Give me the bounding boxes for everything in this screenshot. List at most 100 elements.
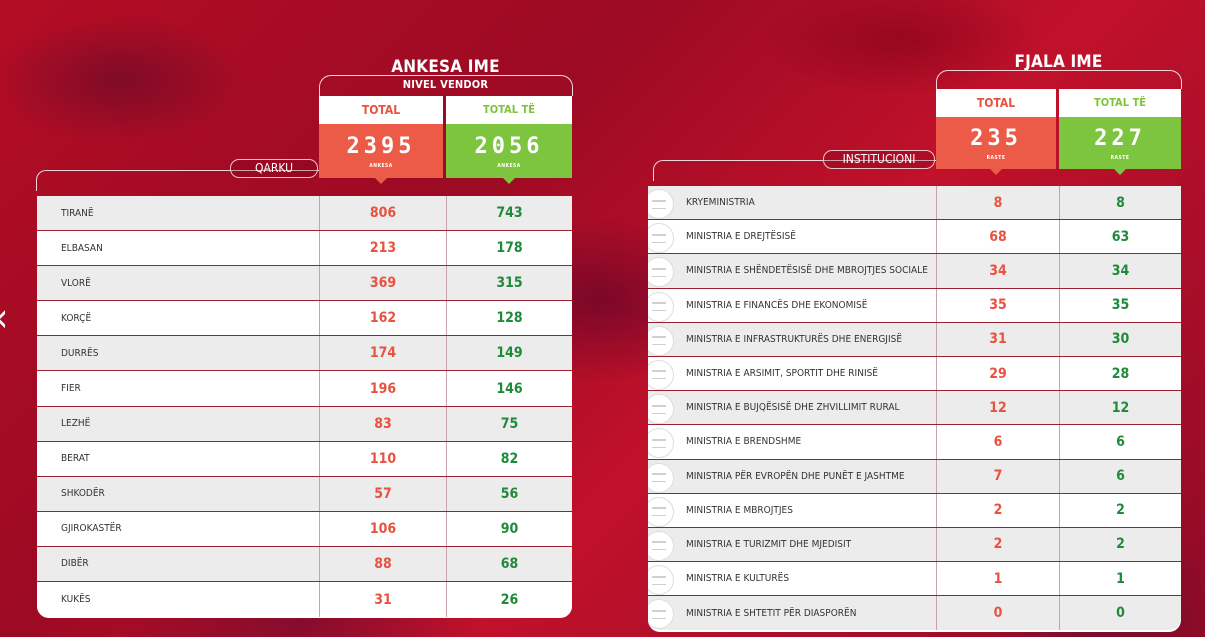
row-name: TIRANË [61,207,94,219]
row-completed: 315 [446,266,572,301]
institution-logo-icon [648,428,674,459]
row-name: VLORË [61,277,91,289]
row-completed: 743 [446,196,572,231]
row-name: LEZHË [61,418,91,430]
institution-logo-icon [648,599,674,630]
left-completed-box: 2056 ANKESA [446,124,572,184]
right-row-header: INSTITUCIONI [823,150,935,169]
row-name: MINISTRIA E MBROJTJES [686,504,793,516]
row-completed: 8 [1059,186,1181,220]
table-row: MINISTRIA E MBROJTJES 2 2 [648,493,1181,528]
row-name: MINISTRIA E INFRASTRUKTURËS DHE ENERGJIS… [686,333,903,345]
row-total: 806 [319,196,446,231]
row-total: 34 [936,254,1059,288]
institution-logo-icon [648,257,674,288]
row-total: 6 [936,425,1059,459]
row-total: 110 [319,441,446,476]
row-total: 213 [319,231,446,266]
table-row: DURRËS 174 149 [37,336,572,372]
chevron-left-icon[interactable]: ‹ [0,298,8,338]
row-completed: 128 [446,301,572,336]
row-name: KRYEMINISTRIA [686,197,755,209]
row-completed: 34 [1059,254,1181,288]
row-name: MINISTRIA E BRENDSHME [686,436,802,448]
row-name: MINISTRIA E SHËNDETËSISË DHE MBROJTJES S… [686,265,928,277]
row-total: 57 [319,476,446,511]
row-completed: 75 [446,406,572,441]
right-institucioni-frame [653,160,936,181]
row-completed: 56 [446,476,572,511]
row-name: DURRËS [61,347,99,359]
row-completed: 2 [1059,527,1181,562]
institution-logo-icon [648,394,674,425]
row-completed: 6 [1059,425,1181,459]
row-total: 68 [936,220,1059,254]
row-total: 162 [319,301,446,336]
row-total: 174 [319,336,446,371]
row-name: BERAT [61,453,90,465]
right-total-label: TOTAL [936,89,1056,117]
table-row: KORÇË 162 128 [37,301,572,337]
row-name: KUKËS [61,594,91,606]
row-total: 7 [936,459,1059,493]
table-row: MINISTRIA E DREJTËSISË 68 63 [648,220,1181,255]
row-completed: 6 [1059,459,1181,493]
table-row: MINISTRIA E KULTURËS 1 1 [648,562,1181,597]
left-total-value: 2395 [346,133,416,159]
table-row: VLORË 369 315 [37,266,572,302]
left-panel-subtitle: NIVEL VENDOR [402,78,489,91]
row-name: KORÇË [61,312,92,324]
row-name: MINISTRIA E BUJQËSISË DHE ZHVILLIMIT RUR… [686,402,900,414]
institution-logo-icon [648,325,674,356]
table-row: SHKODËR 57 56 [37,476,572,512]
row-completed: 28 [1059,356,1181,391]
row-completed: 12 [1059,391,1181,425]
table-row: TIRANË 806 743 [37,196,572,232]
row-completed: 68 [446,546,572,582]
left-completed-value: 2056 [474,133,544,159]
table-row: MINISTRIA E BRENDSHME 6 6 [648,425,1181,460]
table-row: MINISTRIA E INFRASTRUKTURËS DHE ENERGJIS… [648,322,1181,357]
institution-logo-icon [648,223,674,254]
table-row: FIER 196 146 [37,371,572,407]
table-row: ELBASAN 213 178 [37,231,572,267]
row-completed: 90 [446,511,572,546]
row-name: MINISTRIA PËR EVROPËN DHE PUNËT E JASHTM… [686,470,905,482]
row-completed: 63 [1059,220,1181,254]
row-completed: 0 [1059,596,1181,631]
table-row: MINISTRIA E FINANCËS DHE EKONOMISË 35 35 [648,288,1181,323]
left-row-header: QARKU [230,159,318,178]
row-total: 1 [936,562,1059,596]
row-completed: 35 [1059,288,1181,322]
table-row: KRYEMINISTRIA 8 8 [648,186,1181,221]
table-row: GJIROKASTËR 106 90 [37,511,572,547]
institution-logo-icon [648,496,674,527]
right-total-box: 235 RASTE [936,117,1056,175]
institution-logo-icon [648,291,674,322]
institution-logo-icon [648,565,674,596]
left-panel-title: ANKESA IME [391,57,500,77]
right-table: KRYEMINISTRIA 8 8 MINISTRIA E DREJTËSISË 68 6… [648,186,1181,632]
row-total: 2 [936,493,1059,527]
row-completed: 149 [446,336,572,371]
row-total: 2 [936,527,1059,562]
row-total: 369 [319,266,446,301]
left-total-box: 2395 ANKESA [319,124,443,184]
row-name: MINISTRIA E FINANCËS DHE EKONOMISË [686,299,868,311]
row-name: FIER [61,383,81,395]
right-completed-value: 227 [1094,125,1146,151]
right-completed-label: TOTAL TË PËRFUNDUARA [1059,89,1181,137]
right-header-frame [936,70,1182,89]
row-name: GJIROKASTËR [61,523,122,535]
row-total: 106 [319,511,446,546]
table-row: LEZHË 83 75 [37,406,572,442]
left-qarku-frame [36,170,319,191]
left-total-label: TOTAL [319,96,443,124]
row-total: 0 [936,596,1059,631]
row-completed: 82 [446,441,572,476]
institution-logo-icon [648,189,674,219]
row-total: 31 [319,582,446,618]
table-row: MINISTRIA E SHËNDETËSISË DHE MBROJTJES S… [648,254,1181,289]
row-name: SHKODËR [61,488,105,500]
row-name: MINISTRIA E ARSIMIT, SPORTIT DHE RINISË [686,368,878,380]
